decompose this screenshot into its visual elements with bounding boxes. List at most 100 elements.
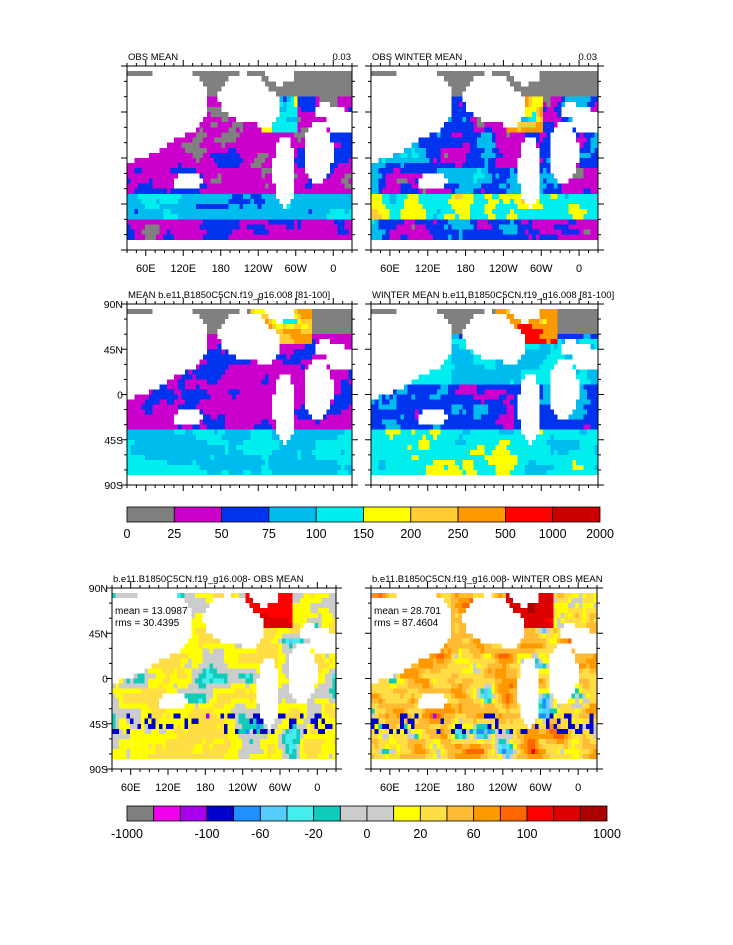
map-cell [499, 188, 504, 195]
map-cell [495, 147, 500, 154]
map-cell [546, 158, 551, 164]
map-cell [447, 209, 452, 215]
map-cell [235, 188, 240, 195]
map-cell [473, 66, 478, 72]
map-cell [152, 163, 157, 169]
map-cell [166, 244, 171, 251]
map-cell [477, 142, 482, 149]
map-cell [239, 81, 244, 87]
map-cell [279, 219, 284, 225]
map-cell [447, 224, 452, 230]
map-cell [407, 188, 412, 195]
map-cell [348, 319, 353, 325]
map-cell [488, 193, 493, 200]
map-cell [396, 188, 401, 195]
map-cell [539, 244, 544, 251]
map-cell [440, 204, 445, 210]
map-cell [583, 66, 588, 72]
map-cell [466, 76, 471, 82]
map-cell [484, 173, 489, 179]
map-cell [385, 81, 390, 87]
map-cell [188, 309, 193, 315]
map-cell [221, 127, 226, 133]
map-cell [429, 112, 434, 118]
map-cell [145, 81, 150, 87]
map-cell [414, 244, 419, 251]
map-cell [210, 319, 215, 325]
map-cell [199, 142, 204, 149]
map-cell [532, 178, 537, 184]
map-cell [524, 91, 529, 98]
map-cell [145, 158, 150, 164]
map-cell [381, 178, 387, 184]
map-cell [312, 86, 317, 92]
map-cell [275, 229, 280, 236]
map-cell [312, 81, 317, 87]
map-cell [535, 209, 540, 215]
map-cell [572, 96, 577, 103]
map-cell [378, 117, 383, 123]
map-cell [378, 137, 383, 144]
map-cell [297, 244, 302, 251]
map-cell [550, 224, 555, 230]
map-cell [583, 204, 588, 210]
map-cell [217, 304, 222, 310]
map-cell [148, 214, 153, 220]
map-cell [488, 96, 493, 103]
map-cell [275, 71, 280, 77]
map-cell [246, 101, 251, 108]
map-cell [499, 81, 504, 87]
map-cell [392, 244, 398, 251]
map-cell [554, 66, 559, 72]
map-cell [414, 117, 419, 123]
map-cell [429, 244, 434, 251]
map-cell [159, 81, 164, 87]
map-cell [546, 178, 551, 184]
map-cell [239, 168, 244, 174]
map-cell [261, 198, 266, 205]
map-cell [371, 76, 376, 82]
map-cell [341, 147, 346, 154]
map-cell [429, 152, 434, 159]
map-cell [535, 234, 540, 241]
map-cell [272, 106, 277, 113]
map-cell [488, 142, 493, 149]
map-cell [440, 86, 445, 92]
map-cell [543, 76, 548, 82]
map-cell [199, 112, 204, 118]
map-cell [228, 127, 233, 133]
map-cell [301, 244, 306, 251]
map-cell [583, 127, 588, 133]
map-cell [337, 152, 342, 159]
map-cell [293, 173, 298, 179]
map-cell [378, 91, 383, 98]
map-cell [239, 198, 244, 205]
map-cell [297, 173, 302, 179]
map-cell [381, 188, 387, 195]
map-cell [400, 178, 405, 184]
map-cell [319, 96, 324, 103]
map-cell [283, 168, 288, 174]
map-cell [381, 96, 387, 103]
map-cell [130, 122, 135, 128]
map-cell [159, 173, 164, 179]
map-cell [587, 127, 592, 133]
map-cell [261, 81, 266, 87]
map-cell [156, 314, 161, 320]
map-cell [447, 163, 452, 169]
map-cell [568, 224, 573, 230]
map-cell [462, 173, 467, 179]
map-cell [228, 234, 233, 241]
map-cell [389, 106, 394, 113]
map-cell [436, 76, 441, 82]
map-cell [264, 137, 269, 144]
map-cell [261, 193, 266, 200]
map-cell [275, 188, 280, 195]
map-cell [594, 122, 599, 128]
map-cell [192, 204, 197, 210]
map-cell [272, 168, 277, 174]
map-cell [440, 198, 445, 205]
map-cell [469, 112, 474, 118]
map-cell [250, 76, 255, 82]
map-cell [235, 229, 240, 236]
